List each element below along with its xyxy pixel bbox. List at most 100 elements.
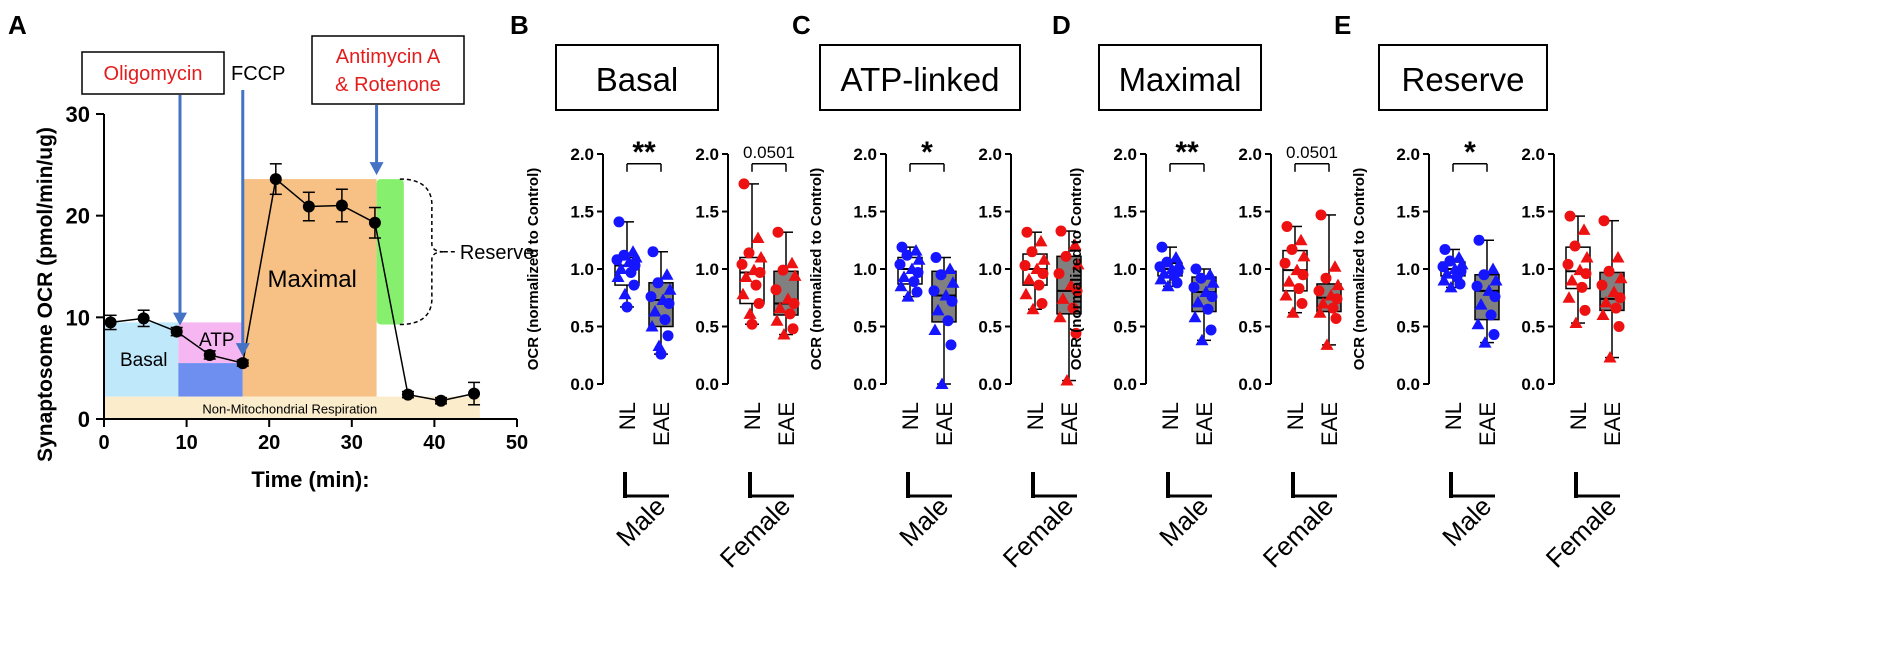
data-point-circle	[663, 298, 675, 309]
group-bar	[1166, 472, 1170, 498]
category-label-nl: NL	[1283, 402, 1308, 430]
box-male-nl: NL	[894, 241, 926, 430]
y-tick-label: 0.5	[1521, 318, 1545, 337]
box-male-eae: EAE	[1471, 234, 1503, 446]
data-point-circle	[1315, 209, 1327, 221]
x-tick-label: 40	[423, 432, 445, 454]
data-point-triangle	[739, 270, 753, 283]
category-label-eae: EAE	[1600, 402, 1625, 446]
data-point	[335, 199, 348, 212]
group-male: 0.0 0.5 1.0 1.5 2.0 NL EAE Male **	[1113, 136, 1220, 552]
data-point-triangle	[788, 269, 802, 281]
title-box	[819, 44, 1021, 111]
reserve-bracket	[399, 178, 444, 326]
data-point-circle	[1055, 225, 1067, 237]
y-tick-label: 0.5	[853, 318, 877, 337]
group-bar	[1574, 472, 1578, 498]
x-axis-label: Time (min):	[251, 467, 369, 492]
data-point-triangle	[1154, 272, 1168, 285]
y-tick-label: 1.0	[695, 260, 719, 279]
group-label: Male	[1436, 491, 1497, 552]
y-tick-label: 0.5	[1113, 318, 1137, 337]
data-point-circle	[1297, 269, 1309, 281]
box-female-eae: EAE	[1053, 225, 1085, 446]
data-point-circle	[1171, 277, 1183, 289]
category-label-eae: EAE	[932, 402, 957, 446]
data-point-triangle	[1320, 338, 1334, 350]
y-tick-label: 0.0	[1521, 375, 1545, 394]
data-point-circle	[1037, 268, 1049, 280]
y-tick-label: 0.0	[1396, 375, 1420, 394]
y-axis-label: OCR (normalized to Control)	[525, 168, 542, 371]
data-point-triangle	[785, 256, 799, 269]
data-point-circle	[896, 241, 908, 253]
data-point-circle	[1478, 269, 1490, 281]
significance-label: 0.0501	[743, 143, 795, 162]
box-female-eae: EAE	[1596, 215, 1628, 446]
data-point-circle	[1313, 285, 1325, 297]
data-point-circle	[1195, 272, 1207, 284]
data-point-circle	[1188, 281, 1200, 293]
data-point-circle	[1488, 329, 1500, 341]
data-point-circle	[736, 258, 748, 270]
data-point-triangle	[773, 301, 787, 314]
data-point-triangle	[652, 339, 666, 352]
panel-b-chart: Basal OCR (normalized to Control) 0.0 0.5 1.…	[525, 44, 802, 574]
data-point-circle	[912, 266, 924, 278]
y-axis-label: OCR (normalized to Control)	[1068, 168, 1085, 371]
chart-title: Basal	[596, 61, 679, 98]
rotenone-label: & Rotenone	[335, 74, 441, 96]
data-point-circle	[1021, 226, 1033, 238]
data-point-triangle	[1603, 351, 1617, 363]
chart-title: ATP-linked	[841, 61, 1000, 98]
y-tick-label: 1.0	[1396, 260, 1420, 279]
panel-d-chart: Maximal OCR (normalized to Control) 0.0 0.5…	[1068, 44, 1345, 574]
data-point	[302, 200, 315, 213]
group-label: Male	[893, 491, 954, 552]
data-point-circle	[1576, 281, 1588, 293]
data-point-circle	[942, 315, 954, 327]
box-male-nl: NL	[611, 216, 643, 430]
chart-title: Reserve	[1402, 61, 1525, 98]
data-point-circle	[788, 298, 800, 309]
data-point-triangle	[912, 253, 926, 265]
box-female-nl: NL	[1019, 226, 1051, 430]
data-point-circle	[1036, 298, 1048, 309]
group-label: Female	[1540, 491, 1623, 574]
data-point-circle	[1330, 312, 1342, 324]
region-non-mitochondrial	[104, 396, 480, 419]
group-bar	[1449, 472, 1453, 498]
data-point-circle	[1614, 292, 1626, 304]
y-tick-label: 0	[78, 407, 90, 432]
data-point-circle	[743, 247, 755, 259]
data-point-circle	[1596, 279, 1608, 291]
significance-label: *	[921, 136, 933, 169]
group-label: Female	[714, 491, 797, 574]
category-label-eae: EAE	[649, 402, 674, 446]
y-tick-label: 2.0	[1238, 145, 1262, 164]
box-male-nl: NL	[1154, 241, 1186, 430]
data-point-circle	[652, 277, 664, 289]
y-axis-label: OCR (normalized to Control)	[808, 168, 825, 371]
data-point-circle	[753, 298, 765, 309]
data-point-circle	[1598, 215, 1610, 227]
category-label-nl: NL	[1023, 402, 1048, 430]
y-tick-label: 0.5	[570, 318, 594, 337]
y-tick-label: 0.5	[1396, 318, 1420, 337]
chart-title: Maximal	[1119, 61, 1242, 98]
y-tick-label: 1.0	[978, 260, 1002, 279]
data-point-circle	[613, 216, 625, 228]
data-point-circle	[777, 264, 789, 276]
data-point-triangle	[736, 287, 750, 300]
data-point-circle	[1327, 302, 1339, 314]
antimycin-box	[311, 35, 465, 105]
box-male-eae: EAE	[645, 246, 677, 446]
data-point-triangle	[1060, 374, 1074, 386]
y-tick-label: 1.5	[1238, 203, 1262, 222]
box-male-eae: EAE	[928, 252, 960, 446]
y-tick-label: 1.0	[570, 260, 594, 279]
data-point-triangle	[660, 268, 674, 280]
group-male: 0.0 0.5 1.0 1.5 2.0 NL EAE Male **	[570, 136, 677, 552]
data-point-triangle	[1331, 278, 1345, 291]
